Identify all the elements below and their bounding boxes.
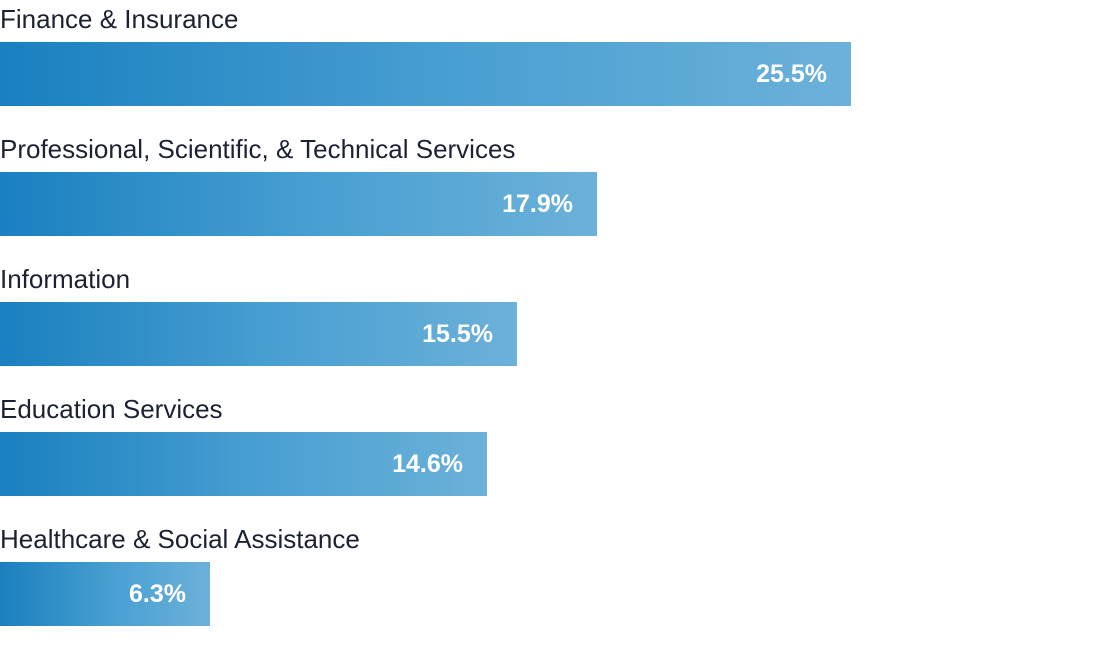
value-label: 6.3%: [129, 580, 186, 608]
bar-row: Finance & Insurance 25.5%: [0, 0, 1104, 130]
bar-row: Information 15.5%: [0, 260, 1104, 390]
value-label: 15.5%: [422, 320, 493, 348]
value-label: 25.5%: [756, 60, 827, 88]
bar: 6.3%: [0, 562, 210, 626]
category-label: Professional, Scientific, & Technical Se…: [0, 134, 516, 164]
category-label: Information: [0, 264, 131, 294]
bar-row: Healthcare & Social Assistance 6.3%: [0, 520, 1104, 650]
bar-row: Education Services 14.6%: [0, 390, 1104, 520]
value-label: 14.6%: [392, 450, 463, 478]
bar-chart: Finance & Insurance 25.5% Professional, Sc…: [0, 0, 1104, 626]
bar: 25.5%: [0, 42, 851, 106]
bar-row: Professional, Scientific, & Technical Se…: [0, 130, 1104, 260]
bar: 17.9%: [0, 172, 597, 236]
bar: 15.5%: [0, 302, 517, 366]
bar: 14.6%: [0, 432, 487, 496]
value-label: 17.9%: [502, 190, 573, 218]
category-label: Finance & Insurance: [0, 4, 239, 34]
category-label: Healthcare & Social Assistance: [0, 524, 360, 554]
category-label: Education Services: [0, 394, 223, 424]
